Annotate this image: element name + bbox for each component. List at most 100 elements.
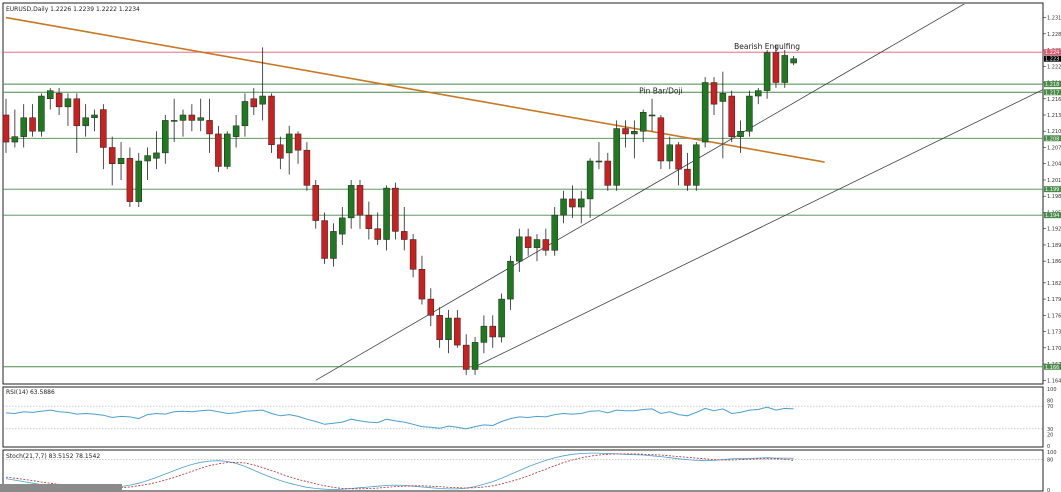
candle: [117, 142, 125, 180]
candle: [746, 90, 753, 137]
level-price-label: 1.194: [1045, 213, 1059, 219]
candle-body-bearish: [409, 239, 417, 270]
candle-body-bullish: [790, 58, 797, 64]
candle-body-bullish: [259, 95, 266, 105]
candle: [126, 147, 134, 208]
y-tick-label: 1.164: [1047, 378, 1061, 384]
candle: [259, 47, 266, 121]
candle-body-bullish: [666, 144, 673, 162]
candle: [188, 104, 196, 132]
candle-body-bearish: [188, 114, 196, 121]
pattern-annotation: Pin Bar/Doji: [639, 86, 682, 95]
stoch-pane: 100 80 0 Stoch(21,7,7) 83.5152 78.1542: [2, 449, 1057, 492]
candle-body-bullish: [639, 112, 647, 132]
candle-body-bullish: [11, 136, 19, 143]
y-tick-label: 1.198: [1047, 194, 1061, 200]
candle: [710, 77, 718, 115]
candle-body-bearish: [418, 269, 426, 300]
candle-body-bearish: [206, 120, 213, 135]
stoch-tick-label: 100: [1047, 450, 1057, 456]
y-tick-label: 1.189: [1047, 243, 1061, 249]
y-tick-label: 1.222: [1047, 64, 1061, 70]
candle-body-bullish: [285, 133, 293, 154]
candle-body-bullish: [471, 342, 479, 370]
candle: [755, 87, 762, 105]
y-tick-label: 1.204: [1047, 162, 1061, 168]
trendline: [5, 16, 825, 163]
candle: [604, 152, 612, 191]
candle: [100, 104, 107, 170]
candle: [613, 120, 620, 191]
candle: [232, 114, 240, 148]
candle: [38, 93, 45, 137]
stoch-pane-border: [2, 449, 1044, 492]
candle-body-bearish: [303, 149, 311, 186]
candle-body-bearish: [55, 93, 63, 108]
candle-body-bullish: [578, 198, 585, 208]
candle-body-bullish: [241, 101, 249, 127]
candle: [578, 190, 585, 224]
candle: [772, 44, 780, 88]
candle: [383, 185, 390, 251]
candle-body-bullish: [613, 128, 620, 186]
rsi-tick-label: 0: [1047, 444, 1050, 450]
candle-body-bearish: [294, 133, 302, 151]
candle: [445, 309, 452, 354]
rsi-tick-label: 100: [1047, 387, 1057, 393]
candle: [524, 228, 532, 256]
stoch-tick-label: 80: [1047, 458, 1053, 464]
candle: [135, 152, 142, 208]
candle: [73, 93, 81, 153]
candle: [162, 114, 169, 164]
candle: [312, 179, 319, 229]
y-tick-label: 1.179: [1047, 297, 1061, 303]
candle: [427, 288, 435, 327]
candle-body-bearish: [29, 117, 36, 132]
candle-body-bearish: [454, 317, 461, 346]
candle-body-bullish: [153, 152, 160, 159]
channel-lower-line: [474, 89, 1043, 368]
candle-body-bullish: [586, 160, 594, 200]
level-price-label: 1.208: [1045, 136, 1059, 142]
candle: [454, 309, 461, 348]
level-price-label: 1.218: [1045, 82, 1059, 88]
candle-body-bearish: [462, 344, 470, 370]
candle-body-bullish: [719, 93, 727, 102]
candle-body-bearish: [622, 128, 629, 135]
candle-body-bullish: [47, 90, 54, 99]
candle: [91, 109, 98, 132]
candle-body-bearish: [392, 187, 399, 232]
watermark-logo: [0, 484, 122, 492]
candle: [374, 212, 381, 245]
candle-body-bullish: [507, 260, 514, 300]
candle-body-bullish: [330, 231, 337, 259]
candle-body-bullish: [91, 114, 98, 118]
candle-body-bearish: [728, 95, 735, 137]
rsi-tick-label: 30: [1047, 427, 1053, 433]
candle: [268, 93, 275, 153]
candle-body-bullish: [755, 90, 762, 97]
level-price-label: 1.199: [1045, 187, 1059, 193]
y-tick-label: 1.176: [1047, 313, 1061, 319]
rsi-tick-label: 80: [1047, 398, 1053, 404]
candle: [250, 87, 258, 115]
candle-body-bullish: [347, 185, 355, 219]
candle: [693, 142, 700, 191]
candle: [631, 120, 638, 159]
main-price-pane: 1.2311.2281.2251.2221.2191.2161.2131.210…: [2, 2, 1061, 385]
candle-body-bearish: [215, 133, 222, 167]
candle-body-bullish: [533, 239, 541, 248]
stoch-main-line: [5, 452, 794, 491]
candle: [356, 179, 364, 229]
y-tick-label: 1.186: [1047, 259, 1061, 265]
candle: [551, 207, 558, 256]
candle-body-bullish: [498, 298, 505, 338]
candle: [144, 147, 151, 180]
candle: [82, 104, 89, 137]
candle: [719, 71, 727, 159]
candle: [507, 255, 514, 310]
rsi-line: [5, 406, 794, 430]
candle-body-bullish: [135, 160, 142, 202]
